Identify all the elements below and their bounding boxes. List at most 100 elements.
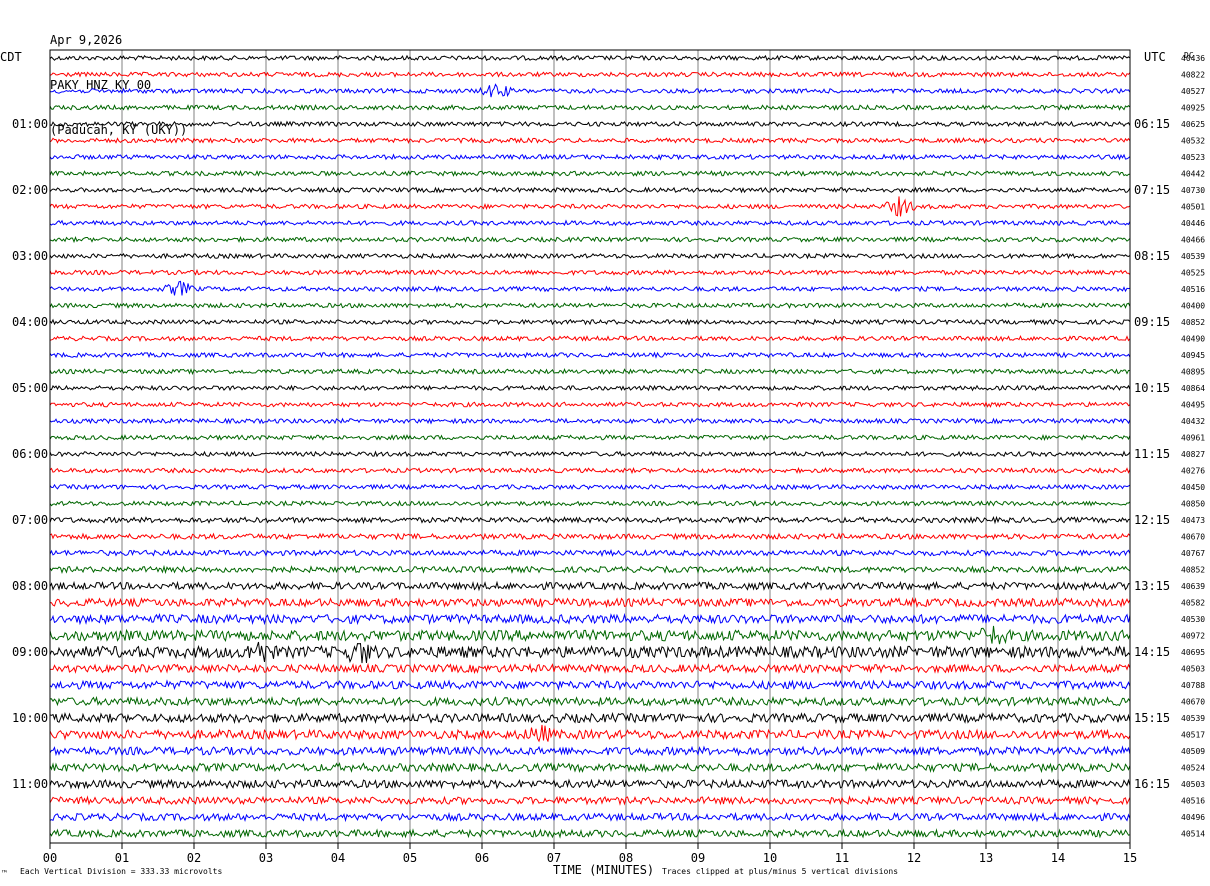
trace-34 bbox=[49, 612, 1131, 626]
trace-8 bbox=[49, 186, 1131, 194]
dc-value: 40524 bbox=[1181, 764, 1205, 773]
trace-14 bbox=[49, 280, 1131, 296]
trace-4 bbox=[49, 120, 1131, 128]
dc-value: 40496 bbox=[1181, 813, 1205, 822]
station-label: PAKY HNZ KY 00 bbox=[50, 78, 152, 92]
plot-border bbox=[49, 49, 1131, 844]
x-tick-label: 14 bbox=[1051, 851, 1065, 865]
trace-23 bbox=[49, 434, 1131, 442]
dc-value: 40442 bbox=[1181, 170, 1205, 179]
x-tick-label: 06 bbox=[475, 851, 489, 865]
x-tick-label: 04 bbox=[331, 851, 345, 865]
trace-33 bbox=[49, 596, 1131, 609]
dc-value: 40827 bbox=[1181, 450, 1205, 459]
left-time-label: 05:00 bbox=[12, 381, 48, 395]
x-tick-label: 13 bbox=[979, 851, 993, 865]
trace-7 bbox=[49, 169, 1131, 177]
right-time-label: 09:15 bbox=[1134, 315, 1170, 329]
left-time-labels: 01:00 02:00 03:00 04:00 05:00 06:00 07:00 08:00… bbox=[12, 117, 48, 791]
x-axis-ticks: 00 01 02 03 04 05 06 07 08 09 10 11 12 13 14 15 bbox=[43, 843, 1137, 865]
trace-24 bbox=[49, 450, 1131, 458]
dc-value: 40436 bbox=[1181, 54, 1205, 63]
trace-18 bbox=[49, 351, 1131, 359]
trace-32 bbox=[49, 580, 1131, 592]
x-tick-label: 07 bbox=[547, 851, 561, 865]
right-time-label: 14:15 bbox=[1134, 645, 1170, 659]
dc-value: 40516 bbox=[1181, 797, 1205, 806]
dc-value: 40432 bbox=[1181, 417, 1205, 426]
trace-group bbox=[49, 54, 1131, 839]
trace-47 bbox=[49, 828, 1131, 839]
trace-30 bbox=[49, 549, 1131, 558]
right-time-label: 16:15 bbox=[1134, 777, 1170, 791]
x-tick-label: 00 bbox=[43, 851, 57, 865]
trace-28 bbox=[49, 515, 1131, 525]
dc-value: 40639 bbox=[1181, 582, 1205, 591]
dc-value: 40670 bbox=[1181, 533, 1205, 542]
left-time-label: 04:00 bbox=[12, 315, 48, 329]
dc-value: 40972 bbox=[1181, 632, 1205, 641]
trace-25 bbox=[49, 466, 1131, 475]
date-label: Apr 9,2026 bbox=[50, 33, 123, 47]
dc-value: 40852 bbox=[1181, 566, 1205, 575]
left-time-label: 07:00 bbox=[12, 513, 48, 527]
dc-value: 40895 bbox=[1181, 368, 1205, 377]
trace-26 bbox=[49, 483, 1131, 491]
trace-35 bbox=[49, 625, 1131, 645]
dc-value: 40852 bbox=[1181, 318, 1205, 327]
dc-value: 40276 bbox=[1181, 467, 1205, 476]
right-time-label: 06:15 bbox=[1134, 117, 1170, 131]
dc-value: 40539 bbox=[1181, 714, 1205, 723]
dc-value: 40514 bbox=[1181, 830, 1205, 839]
trace-3 bbox=[49, 103, 1131, 112]
trace-37 bbox=[49, 662, 1131, 675]
trace-31 bbox=[49, 564, 1131, 575]
left-time-label: 08:00 bbox=[12, 579, 48, 593]
x-tick-label: 15 bbox=[1123, 851, 1137, 865]
trace-19 bbox=[49, 368, 1131, 376]
dc-value: 40473 bbox=[1181, 516, 1205, 525]
dc-value: 40850 bbox=[1181, 500, 1205, 509]
left-time-label: 11:00 bbox=[12, 777, 48, 791]
trace-15 bbox=[49, 302, 1131, 309]
dc-value: 40822 bbox=[1181, 71, 1205, 80]
trace-41 bbox=[49, 724, 1131, 743]
dc-value: 40501 bbox=[1181, 203, 1205, 212]
dc-value: 40530 bbox=[1181, 615, 1205, 624]
trace-17 bbox=[49, 335, 1131, 343]
dc-value: 40503 bbox=[1181, 780, 1205, 789]
trace-13 bbox=[49, 268, 1131, 277]
dc-value: 40400 bbox=[1181, 302, 1205, 311]
trace-36 bbox=[49, 641, 1131, 664]
trace-10 bbox=[49, 219, 1131, 227]
dc-value: 40517 bbox=[1181, 731, 1205, 740]
left-time-label: 01:00 bbox=[12, 117, 48, 131]
dc-value: 40582 bbox=[1181, 599, 1205, 608]
header: Apr 9,2026 PAKY HNZ KY 00 (Paducah, KY (… bbox=[50, 3, 187, 153]
x-tick-label: 10 bbox=[763, 851, 777, 865]
trace-38 bbox=[49, 679, 1131, 691]
trace-2 bbox=[49, 83, 1131, 98]
trace-27 bbox=[49, 499, 1131, 507]
x-tick-label: 08 bbox=[619, 851, 633, 865]
trace-16 bbox=[49, 318, 1131, 326]
dc-value: 40767 bbox=[1181, 549, 1205, 558]
left-time-label: 02:00 bbox=[12, 183, 48, 197]
dc-value: 40925 bbox=[1181, 104, 1205, 113]
dc-value: 40539 bbox=[1181, 252, 1205, 261]
dc-value: 40446 bbox=[1181, 219, 1205, 228]
left-time-label: 10:00 bbox=[12, 711, 48, 725]
dc-value: 40450 bbox=[1181, 483, 1205, 492]
dc-value: 40625 bbox=[1181, 120, 1205, 129]
left-time-label: 06:00 bbox=[12, 447, 48, 461]
x-tick-label: 01 bbox=[115, 851, 129, 865]
dc-value: 40532 bbox=[1181, 137, 1205, 146]
trace-43 bbox=[49, 761, 1131, 774]
dc-value: 40788 bbox=[1181, 681, 1205, 690]
dc-value: 40730 bbox=[1181, 186, 1205, 195]
dc-values: 40436 40822 40527 40925 40625 40532 40523 40442… bbox=[1181, 54, 1205, 839]
trace-20 bbox=[49, 384, 1131, 392]
dc-value: 40527 bbox=[1181, 87, 1205, 96]
right-time-label: 13:15 bbox=[1134, 579, 1170, 593]
